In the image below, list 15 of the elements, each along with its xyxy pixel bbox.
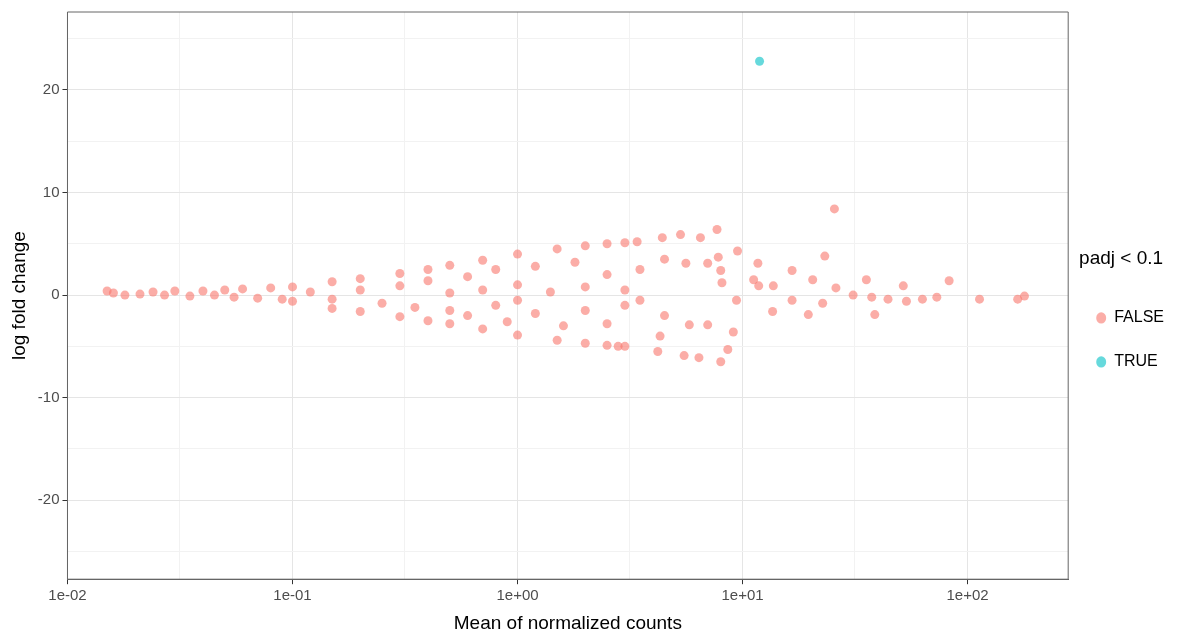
x-tick-label: 1e+02: [946, 586, 989, 604]
y-tick-label: -10: [37, 387, 60, 405]
y-tick-label: 20: [42, 80, 60, 98]
y-tick-label: 0: [51, 285, 60, 303]
y-tick-label: -20: [37, 490, 60, 508]
y-tick-label: 10: [42, 182, 60, 200]
legend-label: FALSE: [1114, 308, 1165, 326]
x-tick-label: 1e+01: [721, 586, 764, 604]
x-tick-label: 1e-01: [273, 586, 312, 604]
x-axis-title: Mean of normalized counts: [453, 611, 682, 633]
legend-title: padj < 0.1: [1079, 246, 1164, 268]
legend-label: TRUE: [1114, 352, 1158, 370]
x-tick-label: 1e-02: [48, 586, 87, 604]
x-tick-label: 1e+00: [496, 586, 539, 604]
y-axis-title: log fold change: [7, 231, 29, 361]
